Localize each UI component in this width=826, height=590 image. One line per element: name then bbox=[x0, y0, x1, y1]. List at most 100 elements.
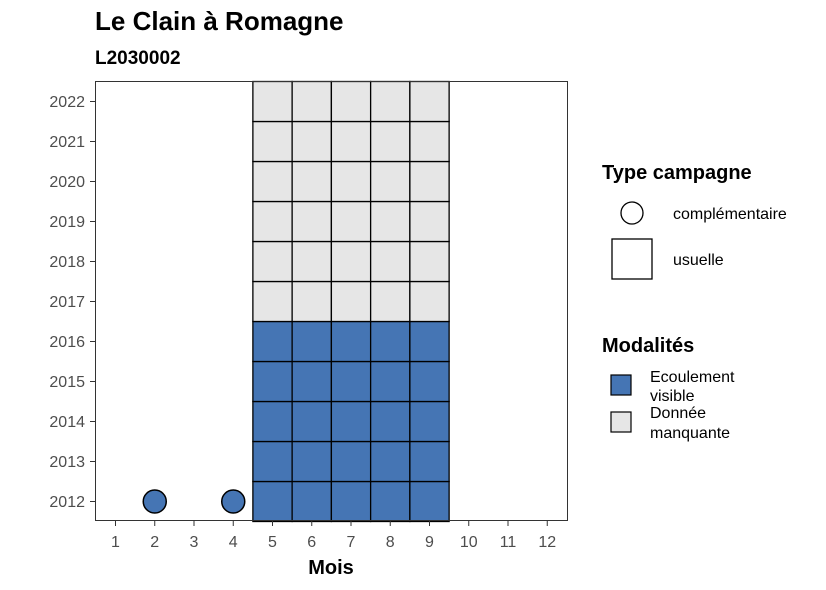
y-tick-label-2021: 2021 bbox=[49, 134, 85, 151]
x-tick-label-9: 9 bbox=[425, 534, 434, 551]
x-tick-label-11: 11 bbox=[500, 534, 517, 551]
tile-2012-8 bbox=[369, 480, 411, 523]
point-2012-4 bbox=[221, 489, 246, 514]
tile-2013-8 bbox=[369, 440, 411, 483]
tile-2012-6 bbox=[291, 480, 333, 523]
tile-2016-6 bbox=[291, 320, 333, 363]
legend-type-title: Type campagne bbox=[602, 162, 752, 184]
tile-2016-9 bbox=[409, 320, 450, 363]
x-tick-label-8: 8 bbox=[386, 534, 395, 551]
x-axis: 1 2 3 4 5 6 7 8 9 10 11 12 bbox=[111, 520, 556, 551]
legend-modalites: Modalités Ecoulement visible Donnée manq… bbox=[602, 335, 735, 442]
tile-2012-7 bbox=[330, 480, 372, 523]
tile-2018-7 bbox=[330, 240, 372, 283]
tile-2015-9 bbox=[409, 360, 450, 403]
x-tick-label-12: 12 bbox=[538, 534, 556, 551]
y-tick-label-2017: 2017 bbox=[49, 294, 85, 311]
tile-2022-7 bbox=[330, 80, 372, 123]
x-axis-title: Mois bbox=[308, 557, 354, 579]
tile-2021-8 bbox=[369, 120, 411, 163]
tile-2019-9 bbox=[409, 200, 450, 243]
legend-type-label-usuelle: usuelle bbox=[673, 252, 724, 269]
tile-2014-5 bbox=[252, 400, 293, 443]
tile-2017-9 bbox=[409, 280, 450, 323]
y-tick-label-2012: 2012 bbox=[49, 494, 85, 511]
chart-subtitle: L2030002 bbox=[95, 48, 181, 69]
tile-2012-5 bbox=[252, 480, 293, 523]
legend-circle-key bbox=[620, 201, 644, 225]
tile-2019-6 bbox=[291, 200, 333, 243]
tile-2013-6 bbox=[291, 440, 333, 483]
legend-label-donnee-line1: Donnée bbox=[650, 405, 706, 422]
tile-2020-6 bbox=[291, 160, 333, 203]
tile-2021-9 bbox=[409, 120, 450, 163]
tile-2018-8 bbox=[369, 240, 411, 283]
legend-square-key bbox=[611, 238, 653, 280]
legend-label-ecoulement-line2: visible bbox=[650, 388, 695, 405]
tile-2018-6 bbox=[291, 240, 333, 283]
tile-2021-6 bbox=[291, 120, 333, 163]
tile-2020-7 bbox=[330, 160, 372, 203]
tile-2019-7 bbox=[330, 200, 372, 243]
y-axis: 2012 2013 2014 2015 2016 2017 2018 2019 2020 2021… bbox=[49, 94, 96, 511]
points-layer bbox=[142, 489, 246, 514]
tile-2022-8 bbox=[369, 80, 411, 123]
tiles-layer bbox=[252, 80, 450, 523]
x-tick-label-6: 6 bbox=[307, 534, 316, 551]
x-tick-label-4: 4 bbox=[229, 534, 238, 551]
x-tick-label-7: 7 bbox=[347, 534, 356, 551]
x-tick-label-3: 3 bbox=[190, 534, 199, 551]
tile-2012-9 bbox=[409, 480, 450, 523]
legend-type-campagne: Type campagne complémentaire usuelle bbox=[602, 162, 787, 280]
tile-2017-6 bbox=[291, 280, 333, 323]
y-tick-label-2022: 2022 bbox=[49, 94, 85, 111]
tile-2017-5 bbox=[252, 280, 293, 323]
tile-2015-7 bbox=[330, 360, 372, 403]
tile-2017-8 bbox=[369, 280, 411, 323]
point-2012-2 bbox=[142, 489, 167, 514]
tile-2019-5 bbox=[252, 200, 293, 243]
y-tick-label-2014: 2014 bbox=[49, 414, 85, 431]
tile-2016-7 bbox=[330, 320, 372, 363]
y-tick-label-2018: 2018 bbox=[49, 254, 85, 271]
legend-type-label-complementaire: complémentaire bbox=[673, 206, 787, 223]
tile-2015-5 bbox=[252, 360, 293, 403]
tile-2021-7 bbox=[330, 120, 372, 163]
tile-2016-8 bbox=[369, 320, 411, 363]
legend-key-ecoulement-visible bbox=[610, 374, 632, 396]
x-tick-label-10: 10 bbox=[460, 534, 478, 551]
tile-2022-5 bbox=[252, 80, 293, 123]
y-tick-label-2019: 2019 bbox=[49, 214, 85, 231]
tile-2014-8 bbox=[369, 400, 411, 443]
x-tick-label-1: 1 bbox=[111, 534, 120, 551]
legend-key-donnee-manquante bbox=[610, 411, 632, 433]
tile-2021-5 bbox=[252, 120, 293, 163]
x-tick-label-2: 2 bbox=[150, 534, 159, 551]
y-tick-label-2013: 2013 bbox=[49, 454, 85, 471]
tile-2014-7 bbox=[330, 400, 372, 443]
tile-2017-7 bbox=[330, 280, 372, 323]
tile-2014-6 bbox=[291, 400, 333, 443]
tile-2014-9 bbox=[409, 400, 450, 443]
tile-2013-9 bbox=[409, 440, 450, 483]
x-tick-label-5: 5 bbox=[268, 534, 277, 551]
tile-2018-5 bbox=[252, 240, 293, 283]
legend-label-ecoulement-line1: Ecoulement bbox=[650, 369, 735, 386]
tile-2022-9 bbox=[409, 80, 450, 123]
legend-modalites-title: Modalités bbox=[602, 335, 694, 357]
tile-2015-6 bbox=[291, 360, 333, 403]
y-tick-label-2020: 2020 bbox=[49, 174, 85, 191]
y-tick-label-2015: 2015 bbox=[49, 374, 85, 391]
tile-2020-9 bbox=[409, 160, 450, 203]
tile-2013-5 bbox=[252, 440, 293, 483]
tile-2020-5 bbox=[252, 160, 293, 203]
tile-2022-6 bbox=[291, 80, 333, 123]
tile-2020-8 bbox=[369, 160, 411, 203]
tile-2015-8 bbox=[369, 360, 411, 403]
tile-2016-5 bbox=[252, 320, 293, 363]
chart-title: Le Clain à Romagne bbox=[95, 6, 344, 36]
tile-2019-8 bbox=[369, 200, 411, 243]
tile-2018-9 bbox=[409, 240, 450, 283]
tile-2013-7 bbox=[330, 440, 372, 483]
